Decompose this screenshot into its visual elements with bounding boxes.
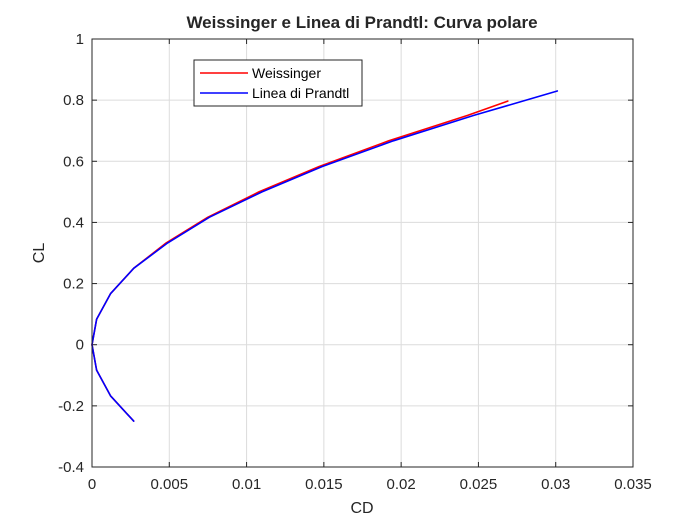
y-tick-label: -0.2	[58, 398, 84, 415]
y-tick-label: -0.4	[58, 459, 84, 476]
x-tick-label: 0	[88, 476, 96, 493]
legend-label: Linea di Prandtl	[252, 85, 349, 101]
chart-title: Weissinger e Linea di Prandtl: Curva pol…	[186, 13, 537, 32]
x-tick-label: 0.03	[541, 476, 570, 493]
series-line-prandtl	[91, 90, 559, 422]
y-axis-label: CL	[31, 243, 48, 264]
ticks: 0 0.005 0.01 0.015 0.02 0.025 0.03 0.035 -0.4 -0.…	[58, 31, 652, 493]
y-tick-label: 0.8	[63, 92, 84, 109]
x-tick-label: 0.035	[614, 476, 652, 493]
y-tick-label: 0	[76, 337, 84, 354]
x-tick-label: 0.01	[232, 476, 261, 493]
x-tick-label: 0.015	[305, 476, 343, 493]
y-tick-label: 0.4	[63, 214, 84, 231]
plot-frame	[91, 38, 634, 468]
x-tick-label: 0.005	[151, 476, 189, 493]
legend: Weissinger Linea di Prandtl	[193, 59, 363, 107]
x-axis-label: CD	[350, 500, 373, 517]
legend-label: Weissinger	[252, 65, 321, 81]
plot-area	[91, 38, 634, 468]
x-tick-label: 0.02	[387, 476, 416, 493]
y-tick-label: 0.2	[63, 276, 84, 293]
legend-box	[193, 59, 363, 107]
y-tick-label: 0.6	[63, 153, 84, 170]
series-layer	[91, 90, 559, 422]
x-tick-label: 0.025	[460, 476, 498, 493]
y-tick-label: 1	[76, 31, 84, 48]
